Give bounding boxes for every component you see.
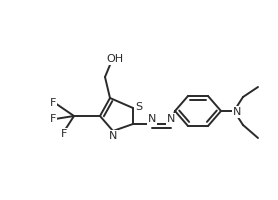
- Text: OH: OH: [106, 54, 123, 64]
- Text: N: N: [109, 131, 117, 141]
- Text: N: N: [233, 107, 241, 117]
- Text: N: N: [167, 114, 175, 124]
- Text: N: N: [148, 114, 156, 124]
- Text: F: F: [50, 98, 56, 108]
- Text: F: F: [61, 129, 67, 139]
- Text: S: S: [135, 102, 143, 112]
- Text: F: F: [50, 114, 56, 124]
